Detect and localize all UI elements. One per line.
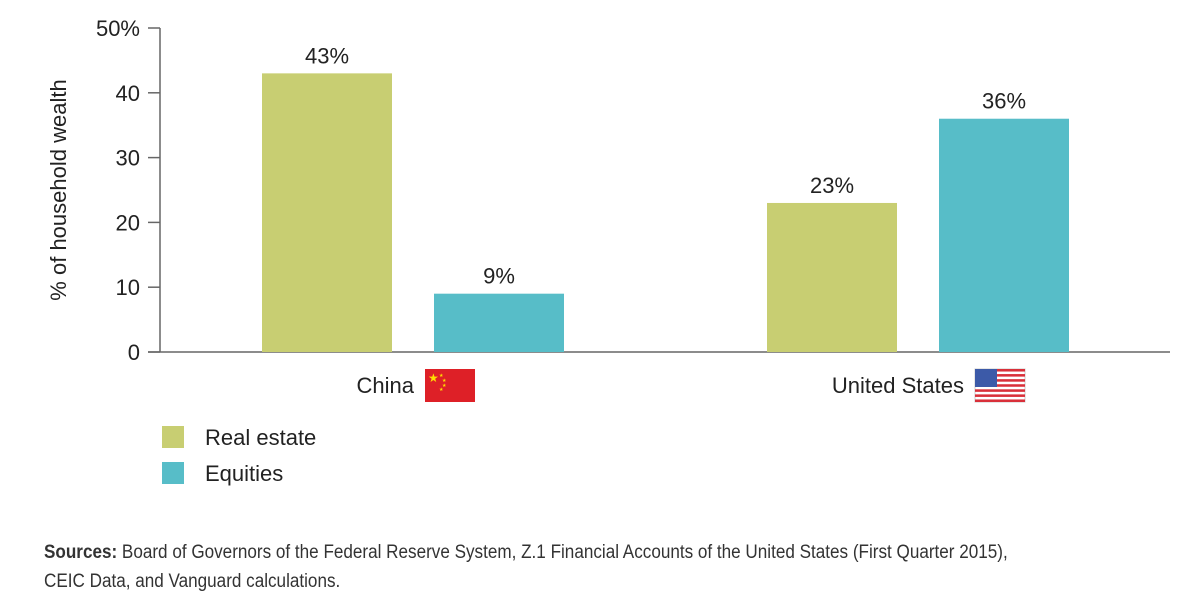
- bar-real-estate-china: [262, 73, 392, 353]
- y-tick-label: 40: [116, 81, 140, 106]
- y-tick-label: 0: [128, 340, 140, 365]
- y-tick-label: 10: [116, 275, 140, 300]
- bar-equities-united-states: [939, 118, 1069, 352]
- x-label-china: China: [357, 373, 415, 398]
- y-tick-label: 20: [116, 210, 140, 235]
- bar-value-label: 43%: [305, 43, 349, 68]
- y-axis-label: % of household wealth: [46, 79, 71, 300]
- sources-note: Sources: Board of Governors of the Feder…: [44, 538, 1052, 596]
- bar-real-estate-united-states: [767, 202, 897, 352]
- svg-text:★: ★: [439, 387, 444, 393]
- x-label-united-states: United States: [832, 373, 964, 398]
- legend-swatch: [162, 426, 184, 448]
- legend-label: Real estate: [205, 425, 316, 450]
- bar-chart: % of household wealth 0 10 20 30 40 50% 43% 9%…: [46, 16, 1170, 486]
- sources-text: Board of Governors of the Federal Reserv…: [44, 542, 1008, 592]
- bar-equities-china: [434, 293, 564, 352]
- bar-value-label: 23%: [810, 173, 854, 198]
- svg-text:★: ★: [442, 383, 447, 389]
- legend-label: Equities: [205, 461, 283, 486]
- bar-value-label: 36%: [982, 89, 1026, 114]
- svg-text:★: ★: [442, 378, 447, 384]
- sources-label: Sources:: [44, 542, 118, 563]
- y-tick-label: 30: [116, 146, 140, 171]
- svg-text:★: ★: [439, 373, 444, 379]
- y-tick-label: 50%: [96, 16, 140, 41]
- legend-swatch: [162, 462, 184, 484]
- us-flag-icon: [974, 368, 1026, 403]
- svg-text:★: ★: [428, 371, 439, 385]
- china-flag-icon: ★ ★ ★ ★ ★: [425, 369, 475, 402]
- bar-value-label: 9%: [483, 264, 515, 289]
